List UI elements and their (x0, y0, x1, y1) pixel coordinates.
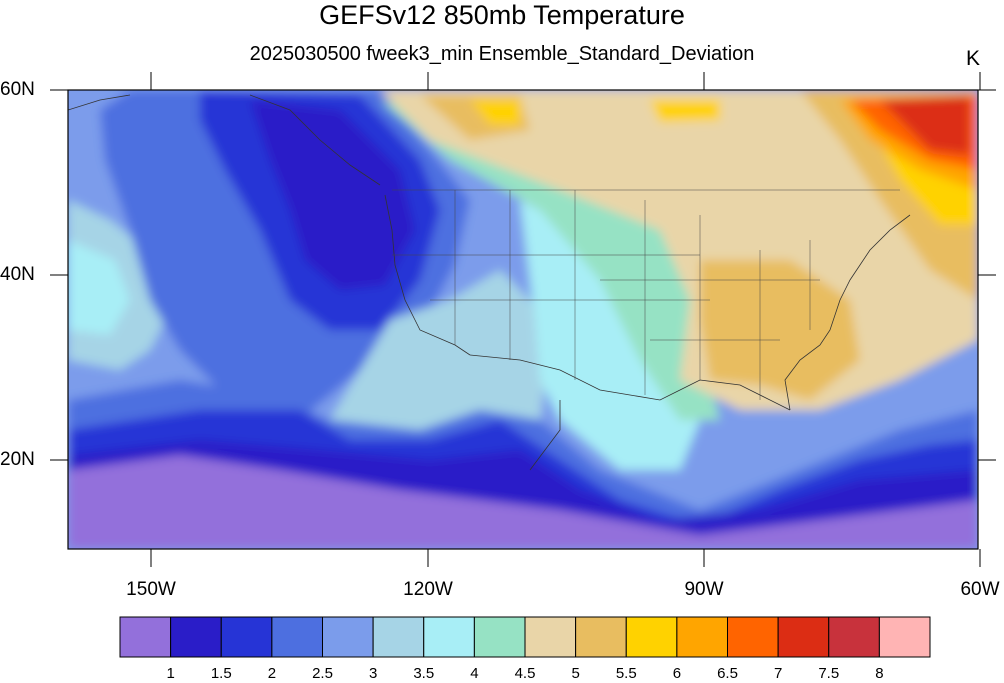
lon-label-120w: 120W (403, 579, 453, 600)
lon-label-90w: 90W (684, 579, 724, 600)
lon-label-60w: 60W (960, 579, 1000, 600)
colorbar-swatch-9 (575, 616, 627, 658)
colorbar-swatch-1 (170, 616, 222, 658)
colorbar-label: 5.5 (615, 665, 637, 682)
map-ticks (50, 72, 996, 567)
colorbar-swatch-4 (322, 616, 374, 658)
colorbar-label: 4 (470, 665, 479, 682)
map-subtitle: 2025030500 fweek3_min Ensemble_Standard_… (249, 43, 755, 65)
colorbar-label: 6.5 (717, 665, 738, 682)
colorbar-swatch-15 (878, 616, 931, 658)
colorbar-swatch-7 (473, 616, 526, 658)
coastlines (68, 94, 911, 471)
colorbar-swatch-0 (119, 616, 172, 658)
colorbar-swatch-13 (777, 616, 830, 658)
colorbar-label: 2.5 (312, 665, 333, 682)
field-fill (68, 90, 978, 549)
state-borders (392, 189, 900, 400)
colorbar-label: 2 (267, 665, 277, 682)
units-label: K (966, 47, 981, 70)
colorbar-label: 1 (166, 665, 175, 682)
colorbar-label: 1.5 (210, 665, 232, 682)
colorbar-label: 7 (773, 665, 783, 682)
colorbar-label: 5 (571, 665, 580, 682)
lon-label-150w: 150W (126, 579, 176, 600)
map-frame (67, 89, 979, 550)
lat-label-60n: 60N (0, 79, 35, 100)
colorbar-swatch-2 (220, 616, 273, 658)
colorbar-label: 3.5 (413, 665, 435, 682)
map-title: GEFSv12 850mb Temperature (319, 0, 685, 30)
colorbar-label: 7.5 (818, 665, 840, 682)
colorbar-swatch-6 (423, 616, 475, 658)
lat-label-20n: 20N (0, 449, 35, 470)
colorbar-swatch-11 (676, 616, 728, 658)
colorbar-swatch-8 (524, 616, 577, 658)
colorbar-label: 8 (875, 665, 884, 682)
colorbar-swatch-10 (625, 616, 678, 658)
colorbar-swatch-5 (372, 616, 425, 658)
colorbar-swatch-12 (727, 616, 779, 658)
colorbar-label: 6 (672, 665, 682, 682)
colorbar-label: 4.5 (514, 665, 536, 682)
colorbar-swatch-3 (271, 616, 323, 658)
colorbar-swatch-14 (828, 616, 880, 658)
colorbar-label: 3 (368, 665, 378, 682)
lat-label-40n: 40N (0, 264, 35, 285)
